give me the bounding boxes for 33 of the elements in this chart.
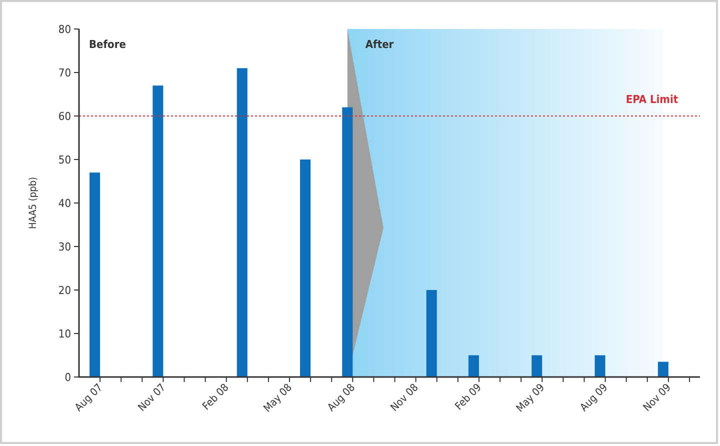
y-tick-label: 60 [58, 110, 71, 123]
annotation: Before [89, 38, 126, 51]
bar [468, 355, 479, 377]
bar [342, 107, 353, 377]
y-axis-title: HAA5 (ppb) [28, 176, 39, 230]
y-tick-label: 30 [58, 240, 71, 254]
y-tick-label: 10 [58, 328, 71, 340]
bar [426, 290, 437, 377]
ref-line-label: EPA Limit [626, 93, 678, 106]
bar [300, 160, 311, 377]
bar [532, 355, 542, 377]
bar [594, 355, 606, 377]
y-tick-label: 0 [64, 371, 71, 384]
bar [236, 68, 248, 377]
x-tick-label: Aug 07 [72, 382, 105, 414]
y-tick-label: 70 [58, 66, 71, 80]
x-tick-label: Feb 09 [452, 382, 484, 413]
bar [152, 86, 164, 377]
bar [90, 172, 100, 377]
y-tick-label: 80 [58, 23, 71, 36]
x-tick-label: Aug 08 [325, 382, 358, 414]
x-tick-label: Nov 07 [136, 382, 168, 414]
y-tick-label: 40 [58, 197, 71, 210]
x-tick-label: Nov 09 [641, 382, 674, 414]
x-tick-label: Nov 08 [388, 382, 421, 414]
x-tick-label: Aug 09 [578, 382, 610, 414]
x-tick-label: May 08 [261, 382, 294, 415]
x-tick-label: Feb 08 [200, 382, 232, 413]
band-label: After [365, 38, 394, 51]
bar [658, 362, 668, 377]
x-tick-label: May 09 [514, 382, 548, 415]
y-tick-label: 20 [58, 284, 71, 297]
y-tick-label: 50 [58, 154, 71, 166]
